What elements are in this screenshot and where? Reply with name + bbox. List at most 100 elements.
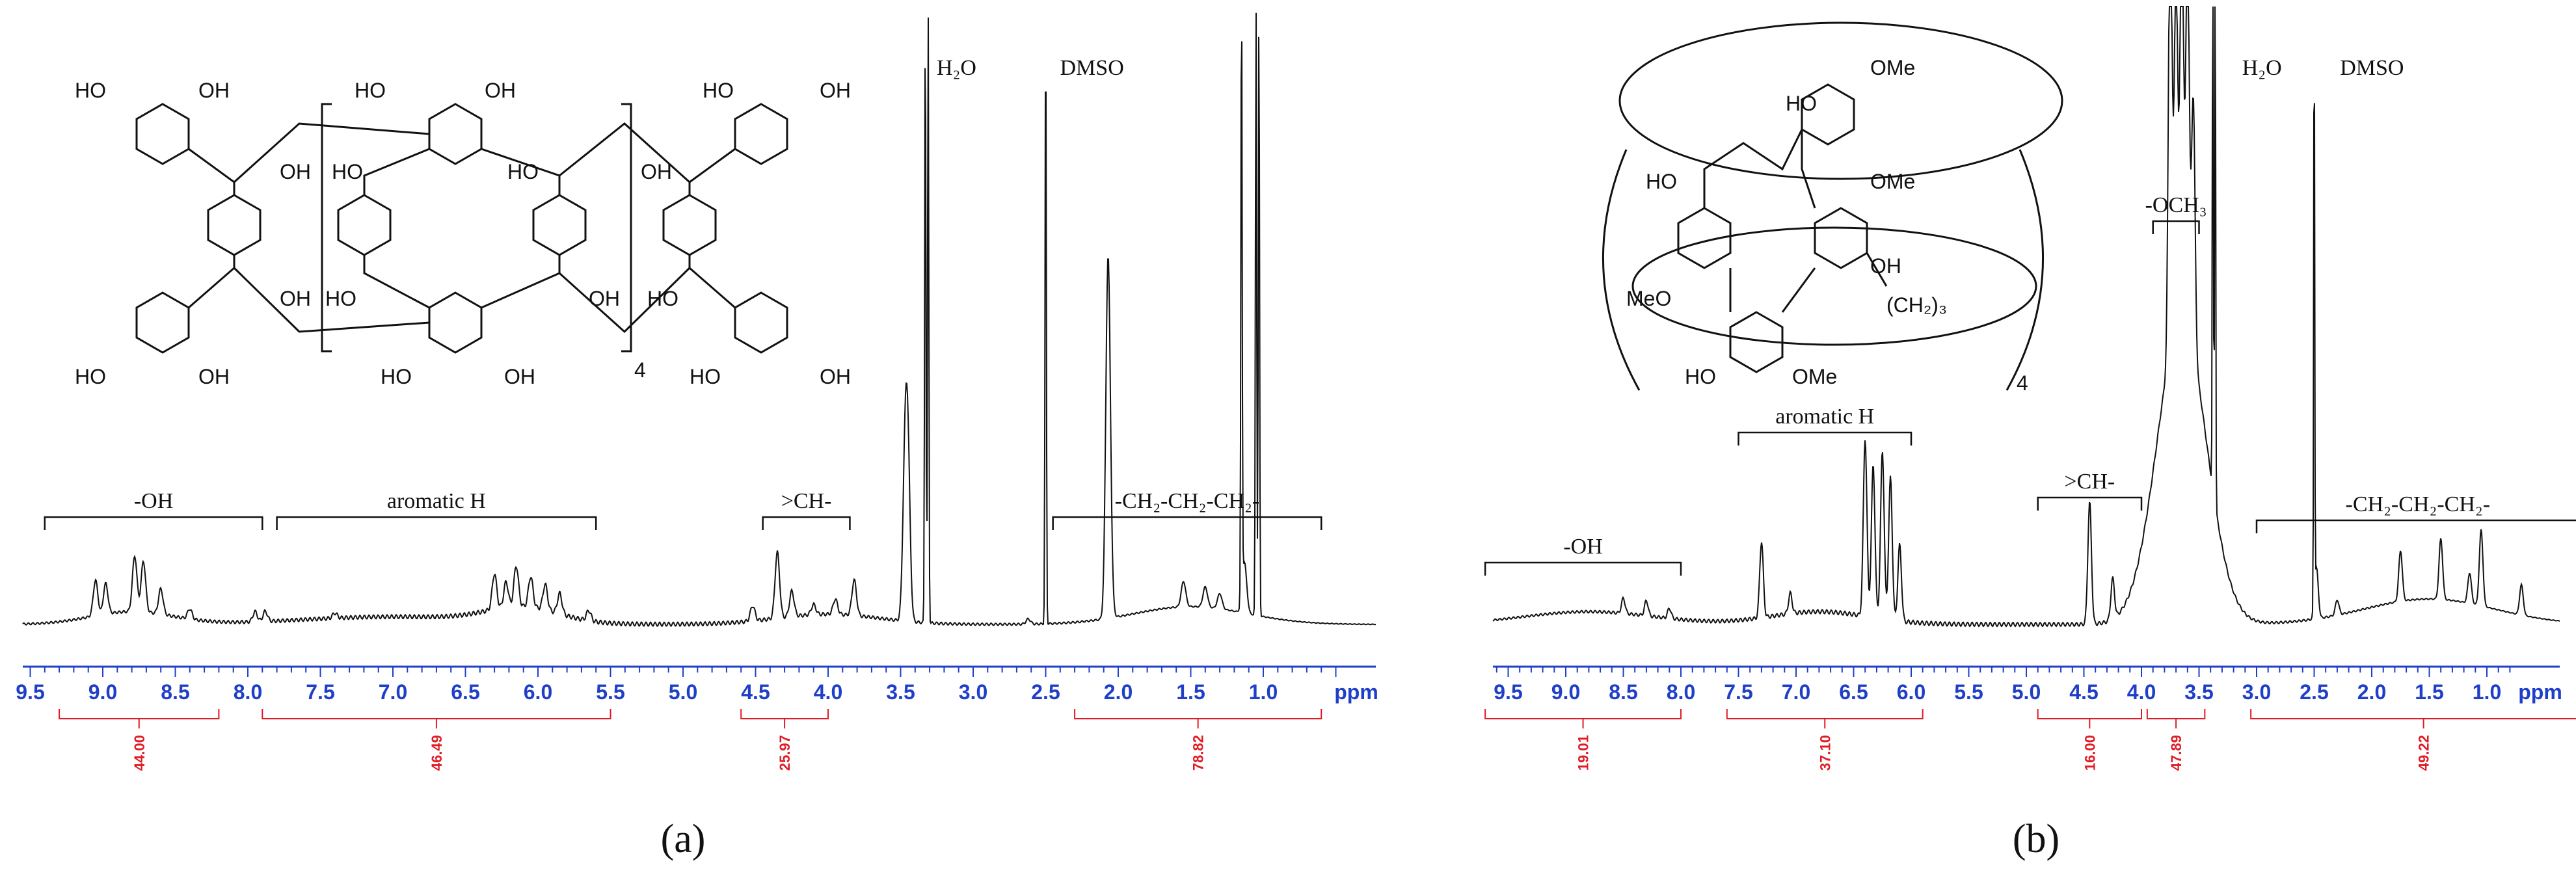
group-label: aromatic H — [1775, 405, 1874, 429]
struct-label: OH — [280, 287, 311, 310]
group-bracket — [1484, 561, 1682, 576]
tick-label: 1.5 — [1176, 680, 1205, 704]
tick-label: 4.0 — [2127, 680, 2156, 704]
group-label: -OH — [1563, 535, 1602, 559]
panel-a-integrals: 44.00 46.49 25.97 78.82 — [59, 709, 1322, 771]
panel-a-label: (a) — [661, 817, 706, 861]
group-bracket — [44, 516, 263, 530]
tick-label: 2.0 — [1104, 680, 1133, 704]
struct-label: HO — [332, 160, 363, 183]
solvent-label: H₂O — [2242, 56, 2282, 80]
struct-label: OH — [485, 79, 516, 102]
struct-label: HO — [690, 365, 721, 388]
panel-b-integrals: 19.01 37.10 16.00 47.89 49.22 — [1484, 709, 2576, 771]
spectrum-trace-a — [22, 12, 1376, 627]
struct-label: OH — [198, 79, 230, 102]
integral-bracket — [262, 709, 611, 719]
tick-label: 6.0 — [524, 680, 552, 704]
integral-value: 16.00 — [2082, 735, 2098, 771]
structure-b — [1602, 21, 2063, 391]
integral-value: 44.00 — [131, 735, 148, 771]
group-bracket — [1737, 431, 1912, 446]
group-label: -OH — [134, 489, 173, 513]
tick-label: 6.0 — [1897, 680, 1925, 704]
tick-label: 3.5 — [886, 680, 915, 704]
integral-value: 25.97 — [777, 735, 793, 771]
tick-label: 1.0 — [1249, 680, 1278, 704]
group-bracket — [2037, 496, 2143, 511]
repeat-count: 4 — [634, 358, 646, 382]
structure-b-labels: HO OMe HO OMe MeO OH HO OMe (CH₂)₃ 4 — [1626, 56, 2028, 395]
integral-bracket — [2250, 709, 2576, 719]
tick-label: 8.5 — [161, 680, 189, 704]
integral-bracket — [1074, 709, 1322, 719]
struct-label: HO — [1685, 365, 1716, 388]
tick-label: 4.5 — [741, 680, 770, 704]
tick-label: 6.5 — [451, 680, 479, 704]
group-label: aromatic H — [387, 489, 486, 513]
group-bracket — [2152, 220, 2200, 234]
panel-a-trace-group — [22, 12, 1376, 627]
integral-value: 47.89 — [2168, 735, 2184, 771]
struct-label: HO — [75, 365, 106, 388]
tick-label: 7.0 — [379, 680, 407, 704]
group-label: >CH- — [781, 489, 832, 513]
integral-bracket — [59, 709, 220, 719]
integral-bracket — [740, 709, 829, 719]
integral-bracket — [1484, 709, 1682, 719]
integral-value: 37.10 — [1817, 735, 1833, 771]
tick-label: 4.0 — [814, 680, 842, 704]
panel-b-trace-group — [1492, 6, 2560, 628]
panel-b-label: (b) — [2013, 817, 2059, 861]
tick-label: 5.5 — [1954, 680, 1983, 704]
chain-label: (CH₂)₃ — [1886, 293, 1947, 317]
group-label: -CH₂-CH₂-CH₂- — [1115, 489, 1260, 513]
integral-bracket — [1726, 709, 1924, 719]
axis-label: ppm — [1334, 680, 1378, 704]
struct-label: MeO — [1626, 287, 1671, 310]
tick-label: 9.0 — [88, 680, 117, 704]
integral-value: 46.49 — [429, 735, 445, 771]
tick-label: 1.5 — [2415, 680, 2443, 704]
tick-label: 3.0 — [2242, 680, 2271, 704]
struct-label: HO — [355, 79, 386, 102]
struct-label: OH — [589, 287, 620, 310]
struct-label: OMe — [1870, 56, 1915, 79]
struct-label: OH — [641, 160, 672, 183]
group-label: -OCH₃ — [2145, 193, 2207, 217]
tick-label: 9.5 — [1494, 680, 1522, 704]
struct-label: OMe — [1870, 170, 1915, 193]
tick-label: 9.5 — [16, 680, 44, 704]
tick-label: 5.5 — [596, 680, 624, 704]
tick-label: 8.0 — [234, 680, 262, 704]
struct-label: OMe — [1792, 365, 1837, 388]
group-label: >CH- — [2064, 470, 2115, 494]
tick-label: 2.0 — [2357, 680, 2386, 704]
struct-label: HO — [325, 287, 356, 310]
tick-label: 8.5 — [1609, 680, 1637, 704]
tick-label: 2.5 — [1031, 680, 1060, 704]
struct-label: OH — [198, 365, 230, 388]
struct-label: HO — [647, 287, 678, 310]
struct-label: HO — [507, 160, 539, 183]
axis-label: ppm — [2518, 680, 2562, 704]
solvent-label: DMSO — [1060, 56, 1124, 80]
tick-label: 6.5 — [1839, 680, 1868, 704]
integral-value: 78.82 — [1190, 735, 1207, 771]
tick-label: 5.0 — [669, 680, 697, 704]
repeat-count: 4 — [2017, 371, 2028, 395]
structure-a-labels: HO OH HO OH HO OH HO OH HO OH OH HO OH H… — [75, 79, 851, 388]
tick-label: 3.0 — [959, 680, 987, 704]
panel-b-spectrum: HO OMe HO OMe MeO OH HO OMe (CH₂)₃ 4 H₂O… — [1484, 6, 2576, 861]
group-label: -CH₂-CH₂-CH₂- — [2346, 492, 2491, 516]
struct-label: OH — [1870, 254, 1901, 278]
solvent-label: H₂O — [937, 56, 976, 80]
tick-label: 7.5 — [1724, 680, 1752, 704]
spectrum-trace-b — [1492, 6, 2560, 628]
integral-value: 49.22 — [2416, 735, 2432, 771]
struct-label: HO — [1786, 92, 1817, 115]
integral-value: 19.01 — [1576, 735, 1592, 771]
panel-a-annotations: H₂O DMSO -OH aromatic H >CH- -CH₂-CH₂-CH₂- — [44, 56, 1322, 530]
tick-label: 9.0 — [1551, 680, 1580, 704]
struct-label: OH — [280, 160, 311, 183]
